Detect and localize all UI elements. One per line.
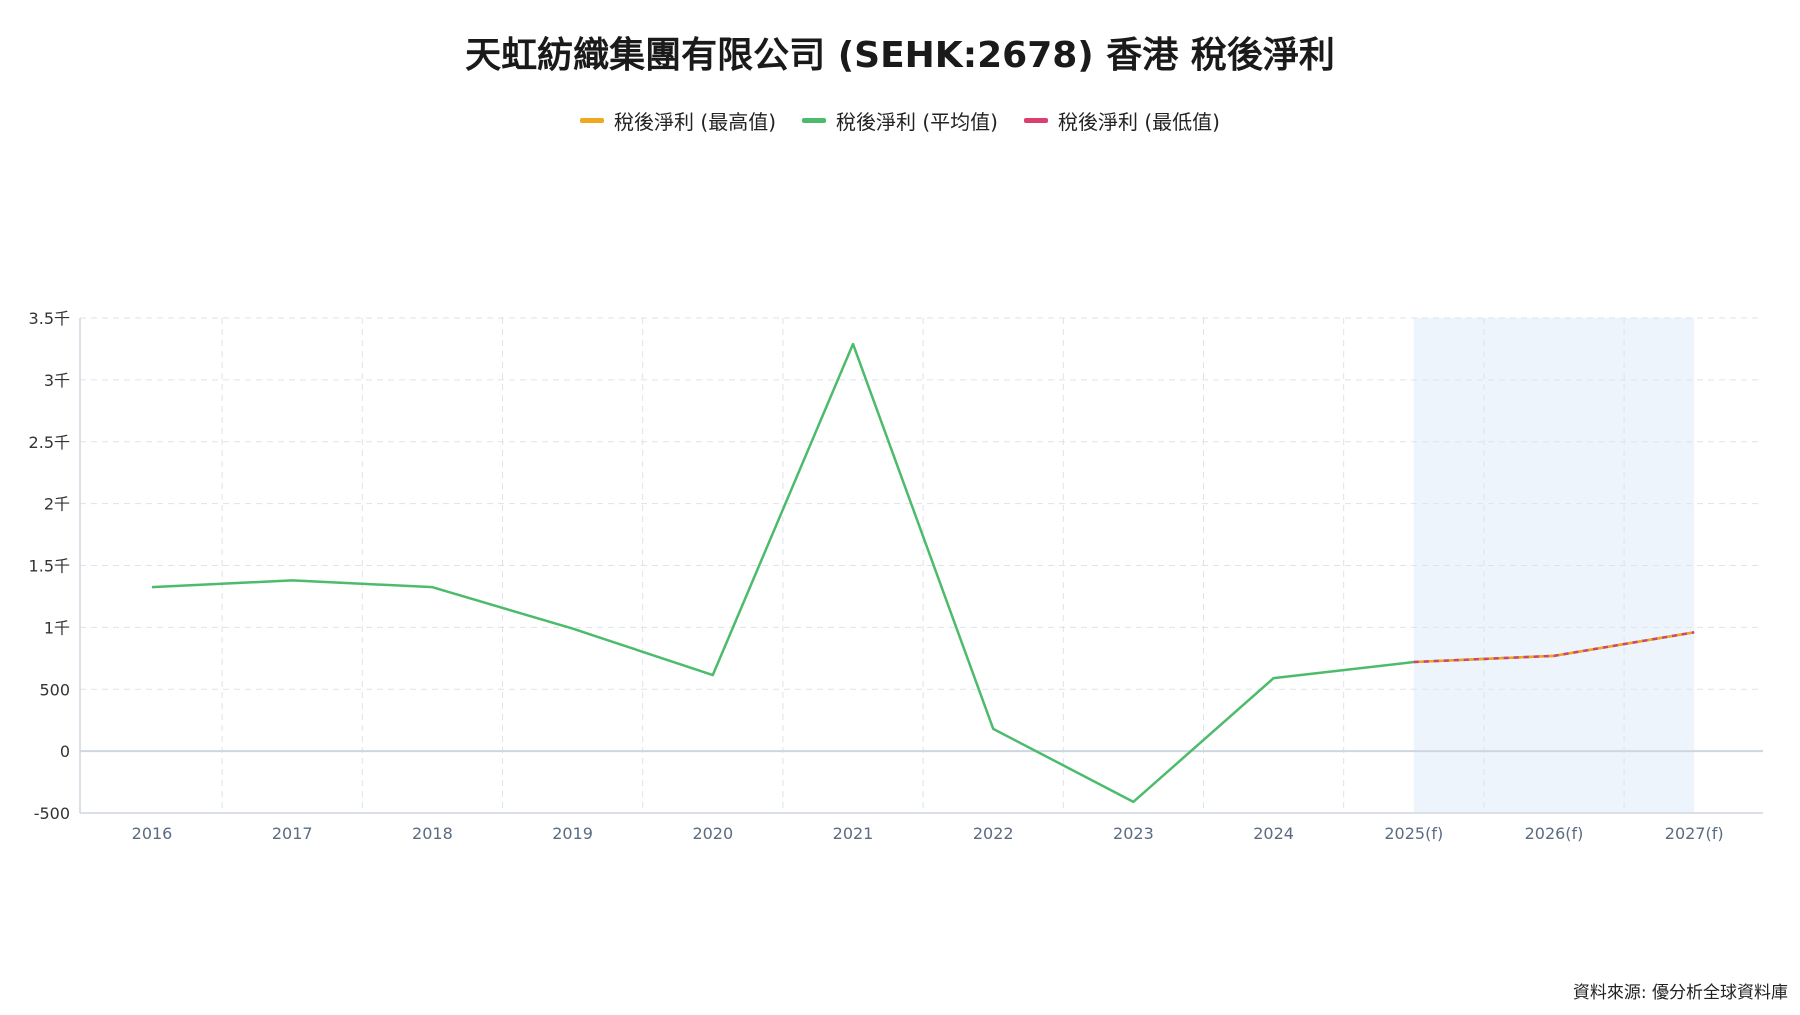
source-note: 資料來源: 優分析全球資料庫 bbox=[1572, 983, 1788, 1003]
grid-layer bbox=[80, 317, 1763, 813]
y-tick-label: 500 bbox=[39, 680, 70, 699]
y-tick-label: 1.5千 bbox=[29, 557, 70, 576]
y-tick-label: 2千 bbox=[44, 495, 70, 514]
legend: 稅後淨利 (最高值) 稅後淨利 (平均值) 稅後淨利 (最低值) bbox=[0, 106, 1800, 135]
y-tick-label: 2.5千 bbox=[29, 433, 70, 452]
x-tick-label: 2024 bbox=[1253, 824, 1294, 843]
y-tick-label: -500 bbox=[34, 804, 70, 823]
x-tick-label: 2018 bbox=[412, 824, 453, 843]
x-tick-label: 2025(f) bbox=[1384, 824, 1443, 843]
x-tick-label: 2021 bbox=[833, 824, 874, 843]
chart-title: 天虹紡織集團有限公司 (SEHK:2678) 香港 稅後淨利 bbox=[465, 35, 1335, 76]
x-tick-label: 2019 bbox=[552, 824, 593, 843]
x-tick-label: 2027(f) bbox=[1665, 824, 1724, 843]
series-layer bbox=[151, 342, 1695, 804]
x-tick-label: 2020 bbox=[692, 824, 733, 843]
legend-label-min: 稅後淨利 (最低值) bbox=[1057, 110, 1220, 134]
legend-swatch-avg bbox=[802, 118, 827, 123]
legend-item-avg[interactable]: 稅後淨利 (平均值) bbox=[802, 106, 998, 135]
series-line-min bbox=[1413, 631, 1695, 664]
y-tick-label: 0 bbox=[60, 742, 70, 761]
y-tick-label: 1千 bbox=[44, 618, 70, 637]
x-tick-label: 2017 bbox=[272, 824, 313, 843]
x-tick-label: 2023 bbox=[1113, 824, 1154, 843]
legend-swatch-max bbox=[580, 118, 605, 123]
legend-item-max[interactable]: 稅後淨利 (最高值) bbox=[580, 106, 776, 135]
x-tick-label: 2026(f) bbox=[1525, 824, 1584, 843]
y-tick-label: 3.5千 bbox=[29, 309, 70, 328]
axis-layer bbox=[79, 318, 1763, 814]
x-tick-label: 2022 bbox=[973, 824, 1014, 843]
x-tick-label: 2016 bbox=[132, 824, 173, 843]
series-line-max bbox=[1413, 631, 1695, 664]
tick-label-layer: 3.5千 3千 2.5千 2千 1.5千 1千 500 0 -500 2016 2017 2018 20… bbox=[29, 309, 1724, 843]
y-tick-label: 3千 bbox=[44, 371, 70, 390]
legend-label-max: 稅後淨利 (最高值) bbox=[614, 110, 777, 134]
legend-swatch-min bbox=[1023, 118, 1048, 123]
legend-label-avg: 稅後淨利 (平均值) bbox=[836, 110, 998, 134]
legend-item-min[interactable]: 稅後淨利 (最低值) bbox=[1023, 106, 1220, 135]
